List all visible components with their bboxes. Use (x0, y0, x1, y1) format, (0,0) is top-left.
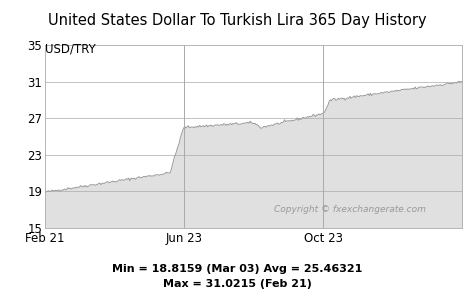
Text: Copyright © fxexchangerate.com: Copyright © fxexchangerate.com (273, 205, 426, 214)
Text: United States Dollar To Turkish Lira 365 Day History: United States Dollar To Turkish Lira 365… (48, 13, 426, 28)
Text: USD/TRY: USD/TRY (45, 42, 96, 55)
Text: Min = 18.8159 (Mar 03) Avg = 25.46321: Min = 18.8159 (Mar 03) Avg = 25.46321 (112, 264, 362, 274)
Text: Max = 31.0215 (Feb 21): Max = 31.0215 (Feb 21) (163, 279, 311, 289)
